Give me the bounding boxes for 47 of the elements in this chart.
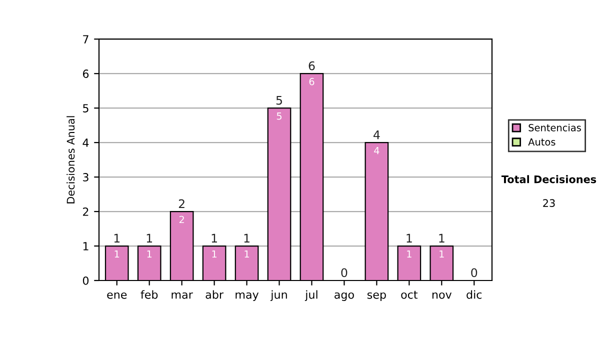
data-label: 2 <box>179 216 184 224</box>
data-label: 6 <box>309 78 314 86</box>
total-label: 0 <box>471 268 478 278</box>
total-label: 1 <box>146 234 152 243</box>
data-label: 1 <box>114 250 120 258</box>
total-label: 6 <box>308 61 315 70</box>
data-label: 5 <box>276 112 282 120</box>
data-label: 1 <box>212 250 216 258</box>
x-tick-label: dic <box>466 290 482 299</box>
data-label: 1 <box>440 250 444 258</box>
data-label: 1 <box>244 250 249 258</box>
y-tick-label: 3 <box>83 173 88 182</box>
total-label: 0 <box>341 268 348 278</box>
total-label: 5 <box>276 96 282 105</box>
y-tick-label: 0 <box>82 276 89 285</box>
total-label: 4 <box>374 130 380 140</box>
x-tick-label: ene <box>107 292 127 299</box>
x-tick-label: mar <box>172 292 193 299</box>
legend-label: Sentencias <box>528 124 581 132</box>
data-label: 1 <box>407 250 412 258</box>
total-label: 1 <box>114 234 120 243</box>
y-tick-label: 2 <box>83 208 88 216</box>
legend-label: Autos <box>528 138 556 146</box>
x-tick-label: oct <box>401 290 418 299</box>
x-tick-label: jun <box>270 290 287 301</box>
y-tick-label: 6 <box>82 70 89 78</box>
x-tick-label: may <box>236 292 259 301</box>
y-tick-label: 1 <box>83 242 88 250</box>
y-axis-title: Decisiones Anual <box>66 116 75 204</box>
text: Total Decisiones <box>501 175 596 184</box>
total-label: 2 <box>178 199 184 208</box>
y-tick-label: 7 <box>83 35 88 44</box>
x-tick-label: nov <box>432 292 452 299</box>
total-label: 1 <box>212 234 217 243</box>
x-tick-label: sep <box>367 292 386 301</box>
y-tick-label: 4 <box>82 138 89 147</box>
total-label: 1 <box>439 234 444 243</box>
x-tick-label: abr <box>206 290 224 299</box>
text: 23 <box>543 199 555 208</box>
data-label: 4 <box>374 146 380 154</box>
x-tick-label: jul <box>304 290 318 301</box>
x-tick-label: feb <box>140 290 158 299</box>
y-tick-label: 5 <box>83 104 88 112</box>
total-label: 1 <box>244 234 250 243</box>
total-label: 1 <box>406 234 412 243</box>
data-label: 1 <box>147 250 152 258</box>
x-tick-label: ago <box>334 292 354 301</box>
